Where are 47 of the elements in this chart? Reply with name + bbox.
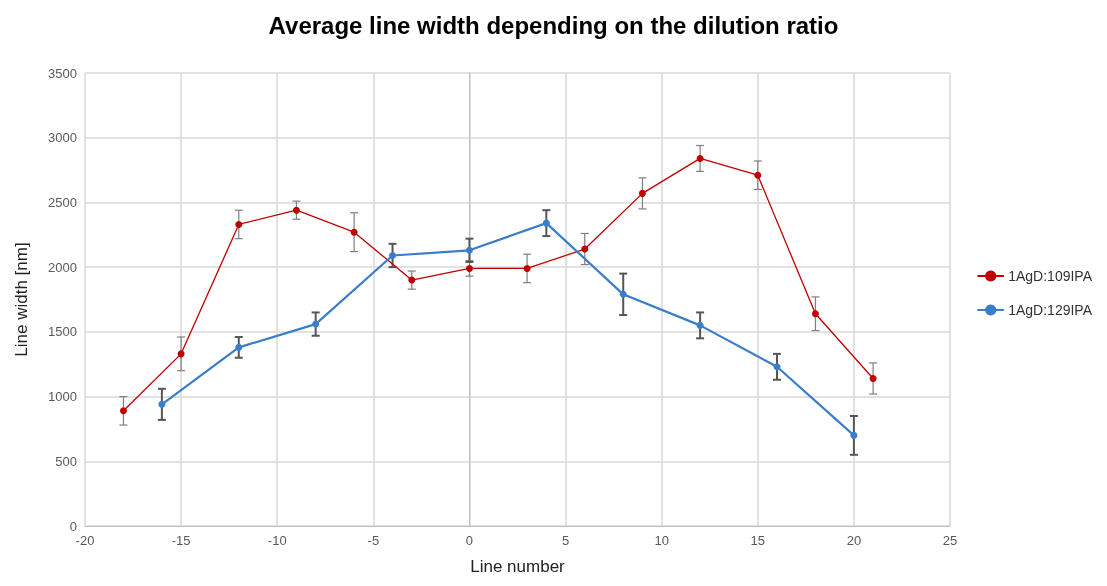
y-tick-label: 3500 <box>48 65 77 81</box>
point <box>542 219 550 227</box>
point <box>292 206 300 214</box>
point <box>619 290 627 298</box>
point <box>465 246 473 254</box>
x-tick-label: -5 <box>367 533 380 548</box>
y-tick-label: 1500 <box>48 324 77 340</box>
y-tick-label: 1000 <box>48 389 77 405</box>
point <box>350 228 358 236</box>
point <box>158 400 166 408</box>
x-tick-label: 5 <box>561 533 570 548</box>
legend-label: 1AgD:109IPA <box>1008 268 1093 284</box>
y-tick-label: 500 <box>55 453 77 469</box>
x-tick-label: -20 <box>75 533 95 548</box>
y-tick-label: 2500 <box>48 194 77 210</box>
chart-title: Average line width depending on the dilution ratio <box>268 11 839 39</box>
point <box>235 220 243 228</box>
point <box>638 189 646 197</box>
point <box>811 310 819 318</box>
x-tick-label: -10 <box>267 533 287 548</box>
point <box>408 276 416 284</box>
point <box>581 245 589 253</box>
point <box>119 407 127 415</box>
point <box>696 321 704 329</box>
x-tick-label: 0 <box>465 533 474 548</box>
point <box>773 363 781 371</box>
y-tick-label: 2000 <box>48 259 77 275</box>
point <box>850 431 858 439</box>
point <box>754 171 762 179</box>
point <box>523 264 531 272</box>
point <box>389 252 397 259</box>
x-axis-title: Line number <box>470 557 566 576</box>
point <box>177 350 185 358</box>
point <box>235 343 243 351</box>
x-tick-label: -15 <box>171 533 191 548</box>
point <box>465 264 473 272</box>
point <box>696 154 704 162</box>
x-tick-label: 15 <box>750 533 766 548</box>
point <box>869 374 877 382</box>
y-tick-label: 3000 <box>48 130 77 146</box>
y-tick-label: 0 <box>69 518 77 534</box>
point <box>312 320 320 328</box>
x-tick-label: 20 <box>846 533 862 548</box>
x-tick-label: 10 <box>654 533 669 548</box>
y-axis-title: Line width [nm] <box>12 242 31 357</box>
x-tick-label: 25 <box>942 533 958 548</box>
legend-label: 1AgD:129IPA <box>1008 302 1093 318</box>
